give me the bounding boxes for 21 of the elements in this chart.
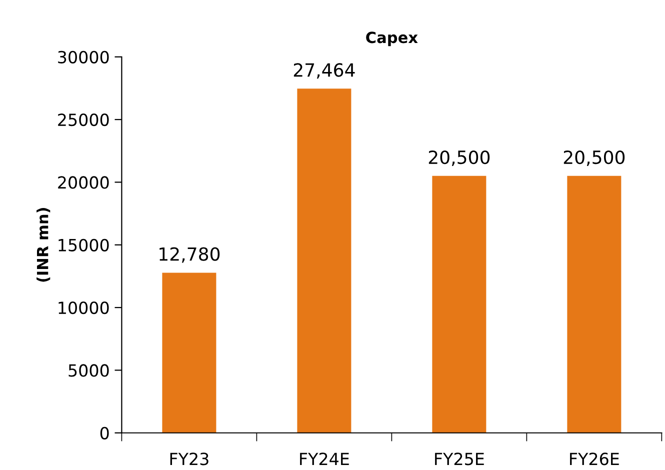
bar xyxy=(567,176,622,433)
data-label: 27,464 xyxy=(294,63,355,79)
x-tick-label: FY24E xyxy=(300,452,349,465)
y-tick-label: 5000 xyxy=(68,364,109,377)
y-tick-label: 25000 xyxy=(58,114,109,126)
x-tick-label: FY23 xyxy=(170,452,208,466)
y-tick-label: 30000 xyxy=(58,50,109,64)
x-tick-label: FY26E xyxy=(570,452,619,466)
y-tick-label: 10000 xyxy=(58,302,109,314)
y-axis-title: (INR mn) xyxy=(36,208,50,282)
y-tick-label: 0 xyxy=(100,426,109,440)
data-label: 20,500 xyxy=(428,150,490,166)
data-label: 20,500 xyxy=(564,150,625,166)
chart-title: Capex xyxy=(366,32,418,46)
x-tick-label: FY25E xyxy=(435,452,484,466)
bar xyxy=(432,176,486,433)
bar xyxy=(297,88,352,433)
bar xyxy=(162,272,216,433)
data-label: 12,780 xyxy=(160,247,220,263)
y-tick-label: 15000 xyxy=(58,238,109,252)
y-tick-label: 20000 xyxy=(58,176,109,189)
